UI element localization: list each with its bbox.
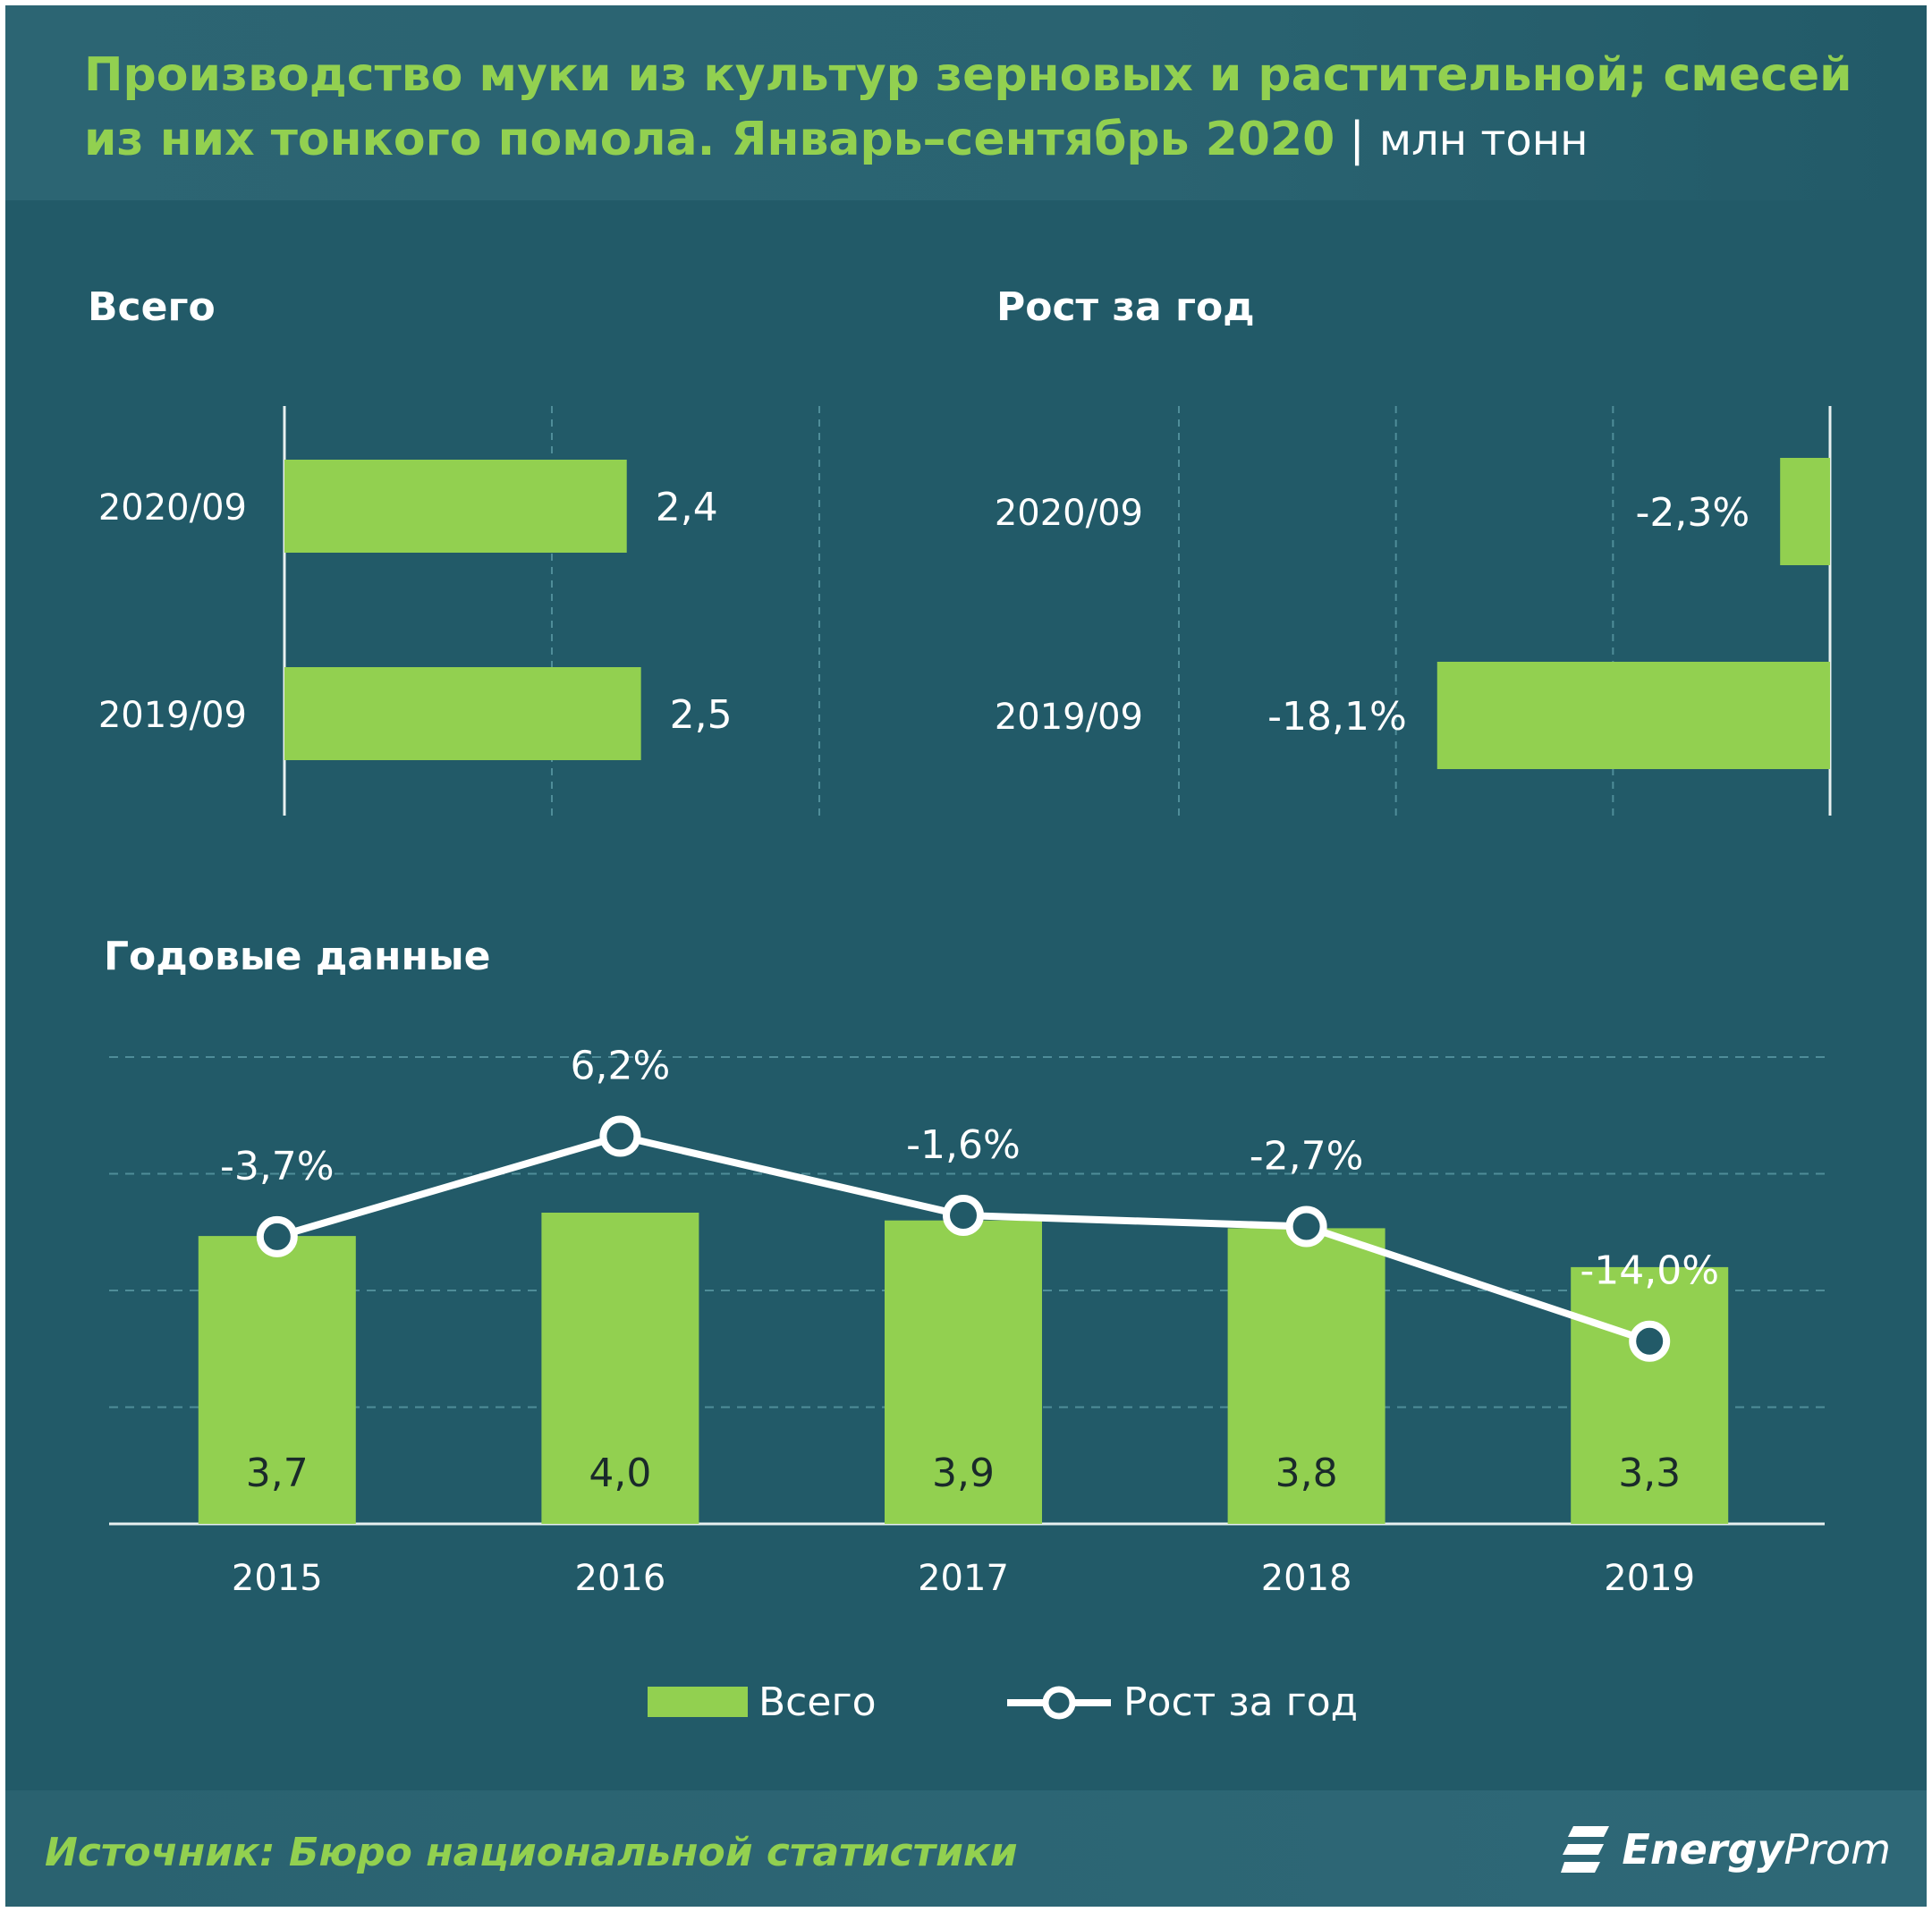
annual-x-tick-2017: 2017 [918,1558,1009,1599]
growth-point-2015 [256,1215,298,1257]
total-value-label-0: 2,4 [656,485,718,530]
total-chart-title: Всего [88,284,216,330]
total-category-label-0: 2020/09 [98,487,247,529]
growth-bar-1 [1436,662,1830,769]
total-category-label-1: 2019/09 [98,695,247,736]
annual-chart-title: Годовые данные [104,934,490,979]
total-bar-1 [284,667,641,760]
title-separator: | [1349,113,1365,166]
annual-x-tick-2019: 2019 [1604,1558,1695,1599]
annual-bar-value-2017: 3,9 [932,1451,995,1496]
growth-point-label-2019: -14,0% [1580,1248,1719,1294]
growth-category-label-1: 2019/09 [995,697,1143,738]
legend-bar-swatch [648,1687,748,1717]
logo-e-icon [1561,1826,1610,1873]
growth-category-label-0: 2020/09 [995,493,1143,534]
annual-x-tick-2016: 2016 [575,1558,666,1599]
growth-point-2017 [943,1195,984,1237]
logo-wordmark: EnergyProm [1622,1825,1891,1874]
annual-x-tick-2018: 2018 [1261,1558,1352,1599]
unit-label: млн тонн [1378,115,1589,165]
chart-title: Производство муки из культур зерновых и … [84,43,1873,173]
annual-x-tick-2015: 2015 [232,1558,323,1599]
growth-bar-0 [1780,458,1830,565]
growth-point-2019 [1629,1320,1671,1362]
annual-bar-value-2016: 4,0 [589,1451,651,1496]
growth-value-label-1: -18,1% [1267,694,1407,740]
charts-canvas: Всего 2020/09 2,4 2019/09 2,5 Рост за год 2020… [88,284,1832,1725]
title-text: Производство муки из культур зерновых и … [84,48,1852,166]
legend-bar-label: Всего [758,1679,876,1725]
source-note: Источник: Бюро национальной статистики [45,1830,1018,1875]
growth-point-label-2015: -3,7% [220,1144,335,1189]
total-bar-0 [284,460,627,553]
legend-line-label: Рост за год [1123,1679,1358,1725]
annual-bar-2018 [1227,1228,1385,1524]
growth-point-2018 [1285,1206,1327,1248]
annual-bar-value-2015: 3,7 [246,1451,309,1496]
growth-value-label-0: -2,3% [1636,490,1750,536]
growth-point-2016 [599,1115,641,1157]
growth-chart-title: Рост за год [996,284,1255,330]
footer-band: Источник: Бюро национальной статистики E… [5,1790,1927,1907]
annual-bar-2015 [198,1236,356,1524]
legend-line-marker [1042,1686,1076,1720]
growth-point-label-2017: -1,6% [906,1122,1021,1168]
header-band: Производство муки из культур зерновых и … [5,5,1927,200]
annual-bar-2017 [885,1220,1042,1524]
growth-point-label-2018: -2,7% [1250,1134,1364,1180]
annual-bar-value-2018: 3,8 [1275,1451,1338,1496]
energyprom-logo: EnergyProm [1561,1821,1891,1878]
annual-bar-2016 [541,1213,699,1524]
growth-point-label-2016: 6,2% [571,1044,671,1089]
infographic-frame: Производство муки из культур зерновых и … [5,5,1927,1907]
total-value-label-1: 2,5 [670,692,733,738]
annual-bar-2019 [1571,1266,1729,1524]
annual-bar-value-2019: 3,3 [1618,1451,1681,1496]
